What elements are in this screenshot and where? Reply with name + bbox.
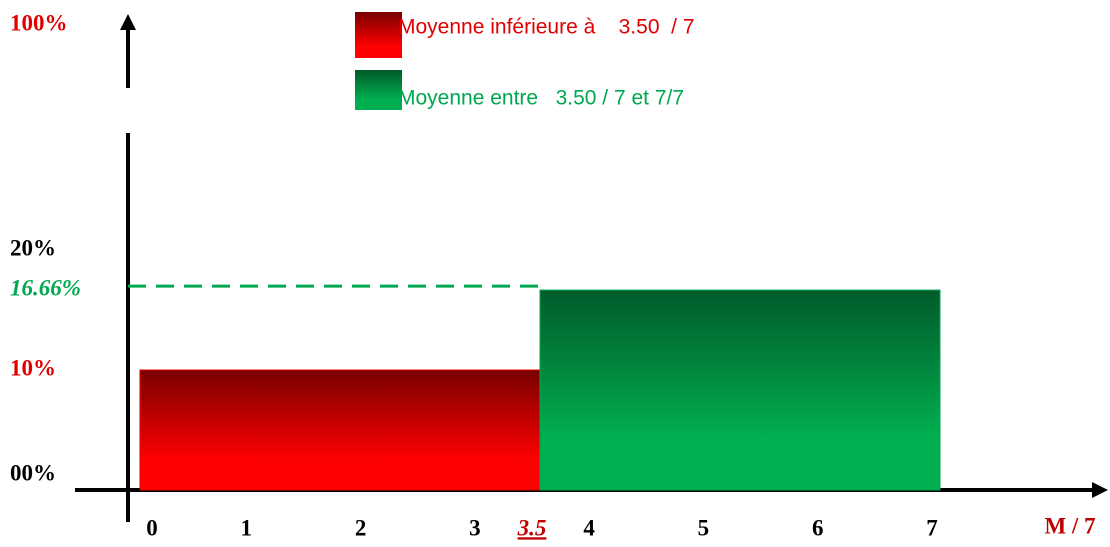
y-axis-arrow <box>120 14 136 30</box>
x-tick-label: 6 <box>812 515 824 540</box>
y-tick-label: 00% <box>10 460 56 485</box>
bar <box>139 369 541 491</box>
x-axis-label: M / 7 <box>1044 513 1095 538</box>
x-tick-label: 0 <box>146 515 158 540</box>
bar <box>539 289 941 491</box>
x-tick-label: 5 <box>698 515 710 540</box>
x-tick-label: 7 <box>926 515 938 540</box>
legend-swatch <box>355 12 402 58</box>
x-tick-label: 4 <box>583 515 595 540</box>
legend-swatch <box>355 70 402 110</box>
y-tick-label: 10% <box>10 355 56 380</box>
x-axis-arrow <box>1092 482 1108 498</box>
x-tick-label: 3 <box>469 515 481 540</box>
y-tick-label: 100% <box>10 10 68 35</box>
x-tick-label: 3.5 <box>517 515 547 540</box>
y-tick-label: 16.66% <box>10 275 81 300</box>
legend-label: Moyenne entre 3.50 / 7 et 7/7 <box>398 87 684 110</box>
legend-label: Moyenne inférieure à 3.50 / 7 <box>398 16 695 39</box>
y-tick-label: 20% <box>10 235 56 260</box>
x-tick-label: 1 <box>241 515 253 540</box>
x-tick-label: 2 <box>355 515 367 540</box>
